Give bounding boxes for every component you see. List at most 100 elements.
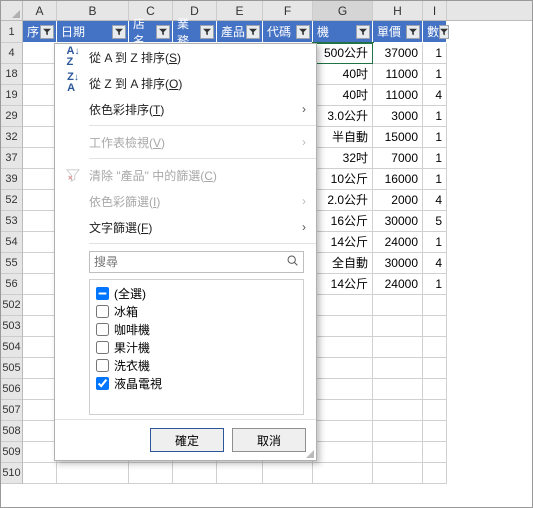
row-header[interactable]: 507	[1, 400, 22, 421]
cell[interactable]: 3.0公升	[313, 106, 373, 127]
search-input[interactable]	[94, 255, 286, 269]
cell[interactable]	[313, 421, 373, 442]
row-header[interactable]: 506	[1, 379, 22, 400]
cell[interactable]	[23, 463, 57, 484]
row-header[interactable]: 1	[1, 21, 22, 43]
row-header[interactable]: 502	[1, 295, 22, 316]
cell[interactable]: 10公斤	[313, 169, 373, 190]
cell[interactable]: 24000	[373, 232, 423, 253]
row-header[interactable]: 18	[1, 64, 22, 85]
cell[interactable]	[23, 295, 57, 316]
row-header[interactable]: 56	[1, 274, 22, 295]
cell[interactable]	[23, 232, 57, 253]
row-header[interactable]: 52	[1, 190, 22, 211]
cell[interactable]	[423, 337, 447, 358]
cell[interactable]	[373, 379, 423, 400]
cell[interactable]: 4	[423, 85, 447, 106]
cell[interactable]: 4	[423, 190, 447, 211]
cell[interactable]: 4	[423, 253, 447, 274]
cell[interactable]: 1	[423, 274, 447, 295]
cell[interactable]	[423, 316, 447, 337]
row-header[interactable]: 504	[1, 337, 22, 358]
cell[interactable]	[23, 358, 57, 379]
resize-handle-icon[interactable]	[306, 450, 314, 458]
filter-checkbox[interactable]	[96, 287, 109, 300]
sort-ascending[interactable]: A↓Z 從 A 到 Z 排序(S)	[55, 44, 316, 70]
cell[interactable]	[23, 316, 57, 337]
cell[interactable]: 5	[423, 211, 447, 232]
cell[interactable]: 1	[423, 43, 447, 64]
cell[interactable]	[57, 463, 129, 484]
cell[interactable]	[373, 337, 423, 358]
cell[interactable]	[23, 43, 57, 64]
cell[interactable]: 1	[423, 64, 447, 85]
cell[interactable]	[313, 442, 373, 463]
column-header[interactable]: A	[23, 1, 57, 20]
cell[interactable]	[23, 421, 57, 442]
filter-button[interactable]	[200, 25, 214, 39]
cell[interactable]: 1	[423, 106, 447, 127]
row-header[interactable]: 37	[1, 148, 22, 169]
cell[interactable]: 14公斤	[313, 274, 373, 295]
filter-checklist[interactable]: (全選)冰箱咖啡機果汁機洗衣機液晶電視	[89, 279, 304, 415]
filter-checkbox[interactable]	[96, 359, 109, 372]
cell[interactable]	[313, 379, 373, 400]
cell[interactable]	[423, 442, 447, 463]
filter-checkbox[interactable]	[96, 341, 109, 354]
sort-by-color[interactable]: 依色彩排序(T) ›	[55, 96, 316, 122]
row-header[interactable]: 19	[1, 85, 22, 106]
cell[interactable]: 500公升	[313, 43, 373, 64]
cell[interactable]	[373, 316, 423, 337]
filter-button[interactable]	[112, 25, 126, 39]
cell[interactable]	[313, 295, 373, 316]
cell[interactable]	[313, 400, 373, 421]
text-filters[interactable]: 文字篩選(F) ›	[55, 214, 316, 240]
filter-button[interactable]	[296, 25, 310, 39]
search-box[interactable]	[89, 251, 304, 273]
cell[interactable]: 1	[423, 127, 447, 148]
cell[interactable]: 16公斤	[313, 211, 373, 232]
cell[interactable]: 40吋	[313, 64, 373, 85]
sort-descending[interactable]: Z↓A 從 Z 到 A 排序(O)	[55, 70, 316, 96]
filter-checkbox[interactable]	[96, 377, 109, 390]
filter-item[interactable]: 咖啡機	[96, 320, 297, 338]
cell[interactable]: 30000	[373, 253, 423, 274]
cell[interactable]	[23, 148, 57, 169]
filter-button[interactable]	[356, 25, 370, 39]
cell[interactable]	[373, 358, 423, 379]
filter-checkbox[interactable]	[96, 305, 109, 318]
cell[interactable]	[423, 295, 447, 316]
column-header[interactable]: F	[263, 1, 313, 20]
cell[interactable]	[23, 211, 57, 232]
cell[interactable]	[23, 274, 57, 295]
cell[interactable]: 1	[423, 148, 447, 169]
cell[interactable]	[23, 337, 57, 358]
cell[interactable]	[23, 169, 57, 190]
filter-item[interactable]: (全選)	[96, 284, 297, 302]
cell[interactable]	[263, 463, 313, 484]
cell[interactable]: 14公斤	[313, 232, 373, 253]
filter-item[interactable]: 液晶電視	[96, 374, 297, 392]
cell[interactable]	[423, 463, 447, 484]
cell[interactable]: 2000	[373, 190, 423, 211]
filter-item[interactable]: 洗衣機	[96, 356, 297, 374]
cell[interactable]	[23, 190, 57, 211]
cell[interactable]	[217, 463, 263, 484]
cell[interactable]	[373, 400, 423, 421]
cell[interactable]: 1	[423, 232, 447, 253]
filter-button[interactable]	[156, 25, 170, 39]
cell[interactable]: 32吋	[313, 148, 373, 169]
filter-item[interactable]: 冰箱	[96, 302, 297, 320]
row-header[interactable]: 505	[1, 358, 22, 379]
cell[interactable]	[173, 463, 217, 484]
cell[interactable]	[313, 337, 373, 358]
row-header[interactable]: 29	[1, 106, 22, 127]
cell[interactable]: 7000	[373, 148, 423, 169]
filter-button[interactable]	[406, 25, 420, 39]
cell[interactable]	[423, 400, 447, 421]
cell[interactable]	[23, 106, 57, 127]
cell[interactable]: 全自動	[313, 253, 373, 274]
row-header[interactable]: 503	[1, 316, 22, 337]
cell[interactable]	[23, 85, 57, 106]
row-header[interactable]: 55	[1, 253, 22, 274]
